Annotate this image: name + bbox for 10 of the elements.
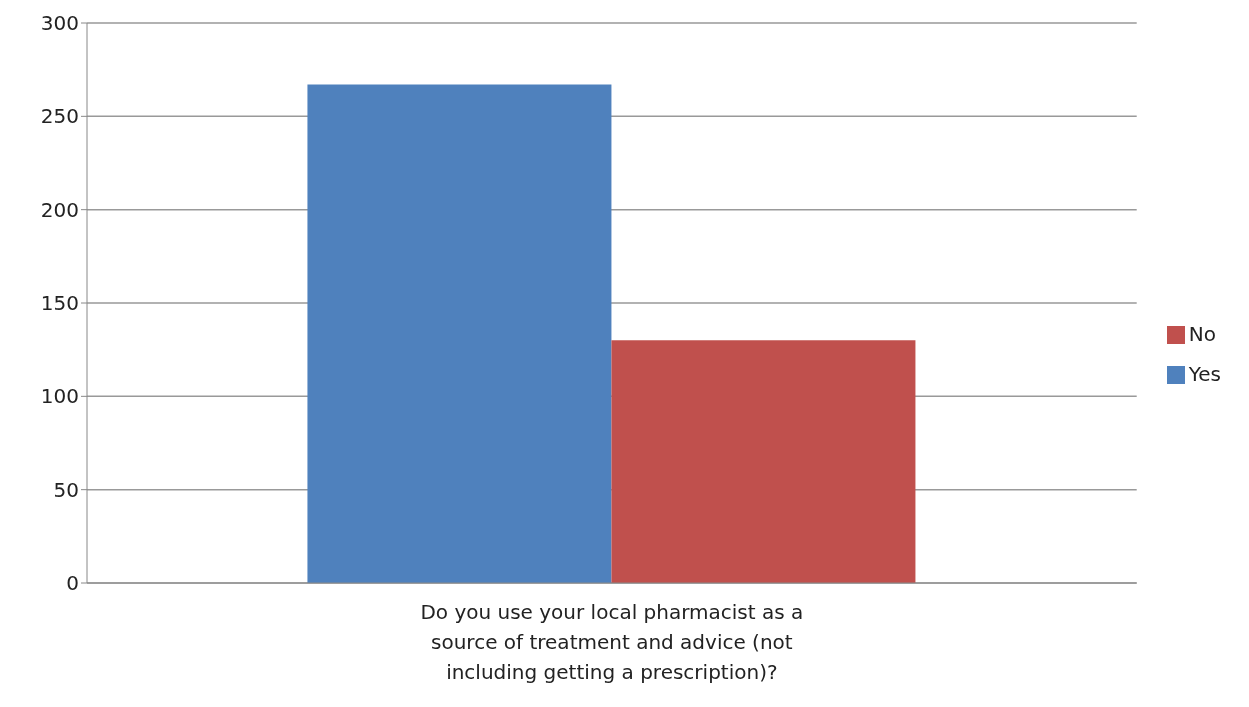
legend-label: Yes bbox=[1188, 361, 1221, 386]
y-tick-label: 200 bbox=[40, 197, 79, 222]
y-tick-label: 300 bbox=[40, 11, 79, 36]
y-tick-label: 0 bbox=[66, 571, 79, 596]
x-tick-label: Do you use your local pharmacist as a source of treatment and advice (not including getting a prescription)? bbox=[420, 600, 804, 684]
y-tick-label: 150 bbox=[40, 291, 79, 316]
y-tick-label: 100 bbox=[40, 384, 79, 409]
y-tick-label: 50 bbox=[53, 477, 79, 502]
y-tick-label: 250 bbox=[40, 104, 79, 129]
legend-label: No bbox=[1188, 321, 1216, 346]
